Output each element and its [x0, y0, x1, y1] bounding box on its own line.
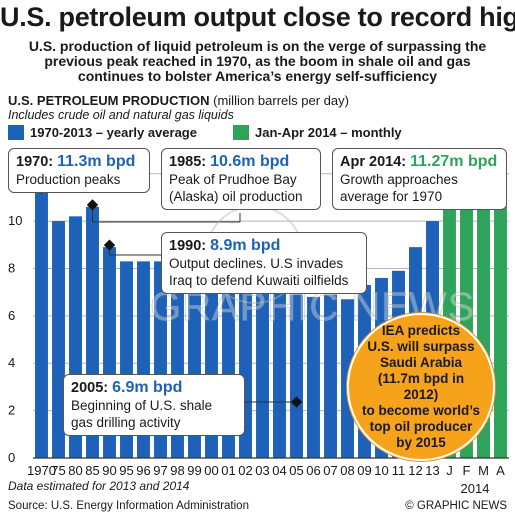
x-tick-label: 09: [357, 463, 371, 478]
x-tick-label: 75: [51, 463, 65, 478]
callout-1985-value: 10.6m bpd: [210, 153, 290, 170]
source: Source: U.S. Energy Information Administ…: [8, 500, 249, 512]
bar: [273, 287, 286, 458]
iea-text: IEA predicts U.S. will surpass Saudi Ara…: [359, 323, 483, 451]
x-tick-label: 85: [85, 463, 99, 478]
iea-line: by 2015: [396, 435, 446, 450]
x-tick-label: 99: [187, 463, 201, 478]
x-tick-label: 10: [374, 463, 388, 478]
x-tick-label: 00: [204, 463, 218, 478]
callout-2005: 2005: 6.9m bpd Beginning of U.S. shale g…: [63, 374, 245, 436]
chart-unit: (million barrels per day): [213, 93, 349, 108]
credit: © GRAPHIC NEWS: [405, 500, 507, 512]
x-tick-label: 13: [425, 463, 439, 478]
y-tick-label: 8: [8, 260, 15, 275]
x-tick-label: 12: [408, 463, 422, 478]
x-tick-label: J: [446, 463, 453, 478]
iea-line: (11.7m bpd in 2012): [377, 371, 465, 402]
callout-apr-2014-label: Apr 2014:: [340, 154, 407, 170]
callout-apr-2014-value: 11.27m bpd: [410, 153, 498, 170]
callout-apr-2014: Apr 2014: 11.27m bpd Growth approaches a…: [332, 148, 507, 210]
x-tick-label: 96: [136, 463, 150, 478]
callout-2005-value: 6.9m bpd: [112, 379, 183, 396]
headline: U.S. petroleum output close to record hi…: [0, 2, 515, 32]
chart-title: U.S. PETROLEUM PRODUCTION (million barre…: [8, 93, 349, 108]
x-tick-label: 80: [68, 463, 82, 478]
callout-1985: 1985: 10.6m bpd Peak of Prudhoe Bay (Ala…: [161, 148, 321, 210]
x-tick-label: 90: [102, 463, 116, 478]
subhead: U.S. production of liquid petroleum is o…: [28, 38, 487, 84]
x-tick-label: 97: [153, 463, 167, 478]
x-tick-label: 03: [255, 463, 269, 478]
callout-1985-text: Peak of Prudhoe Bay (Alaska) oil product…: [169, 172, 303, 204]
chart-title-main: U.S. PETROLEUM PRODUCTION: [8, 93, 210, 108]
chart-note: Includes crude oil and natural gas liqui…: [8, 108, 234, 122]
legend-monthly-label: Jan-Apr 2014 – monthly: [255, 125, 402, 140]
legend-swatch-blue: [8, 125, 24, 140]
x-tick-label: 95: [119, 463, 133, 478]
callout-1970: 1970: 11.3m bpd Production peaks: [8, 148, 150, 193]
callout-1990: 1990: 8.9m bpd Output declines. U.S inva…: [161, 232, 367, 294]
callout-2005-label: 2005:: [71, 380, 109, 396]
iea-line: top oil producer: [369, 419, 473, 434]
callout-1990-label: 1990:: [169, 238, 207, 254]
x-tick-label: 06: [306, 463, 320, 478]
callout-1970-value: 11.3m bpd: [57, 153, 136, 170]
x-tick-label: 01: [221, 463, 235, 478]
callout-1985-label: 1985:: [169, 154, 207, 170]
x-tick-label: M: [478, 463, 489, 478]
x-tick-label: 98: [170, 463, 184, 478]
callout-1990-value: 8.9m bpd: [210, 237, 281, 254]
iea-line: IEA predicts: [381, 323, 461, 338]
x-tick-label: 05: [289, 463, 303, 478]
y-tick-label: 2: [8, 403, 15, 418]
callout-marker: [290, 396, 303, 408]
iea-line: Saudi Arabia: [379, 355, 463, 370]
bar: [256, 282, 269, 458]
x-tick-label: A: [496, 463, 505, 478]
callout-apr-2014-text: Growth approaches average for 1970: [340, 172, 458, 204]
x-tick-label: 08: [340, 463, 354, 478]
legend-monthly: Jan-Apr 2014 – monthly: [233, 124, 402, 141]
x-tick-label: 02: [238, 463, 252, 478]
y-tick-label: 6: [8, 308, 15, 323]
legend-swatch-green: [233, 125, 249, 140]
bar: [35, 190, 48, 458]
bar: [290, 294, 303, 458]
bar: [307, 296, 320, 458]
y-tick-label: 10: [8, 213, 22, 228]
x-tick-label: F: [463, 463, 471, 478]
callout-2005-text: Beginning of U.S. shale gas drilling act…: [71, 398, 213, 430]
callout-1970-label: 1970:: [16, 154, 54, 170]
legend-yearly: 1970-2013 – yearly average: [8, 124, 197, 141]
callout-1990-text: Output declines. U.S invades Iraq to def…: [169, 256, 349, 288]
bar: [494, 190, 507, 459]
legend-yearly-label: 1970-2013 – yearly average: [30, 125, 197, 140]
iea-line: to become world’s: [361, 403, 481, 418]
x-group-label: 2014: [461, 481, 490, 496]
footnote: Data estimated for 2013 and 2014: [8, 479, 190, 493]
y-tick-label: 4: [8, 355, 15, 370]
callout-1970-text: Production peaks: [16, 172, 121, 187]
y-tick-label: 0: [8, 450, 15, 465]
bar: [52, 221, 65, 458]
iea-line: U.S. will surpass: [367, 339, 475, 354]
iea-prediction-bubble: IEA predicts U.S. will surpass Saudi Ara…: [347, 313, 495, 461]
x-tick-label: 07: [323, 463, 337, 478]
bar: [324, 294, 337, 458]
x-tick-label: 04: [272, 463, 286, 478]
x-tick-label: 1970: [27, 463, 56, 478]
x-tick-label: 11: [392, 463, 406, 478]
